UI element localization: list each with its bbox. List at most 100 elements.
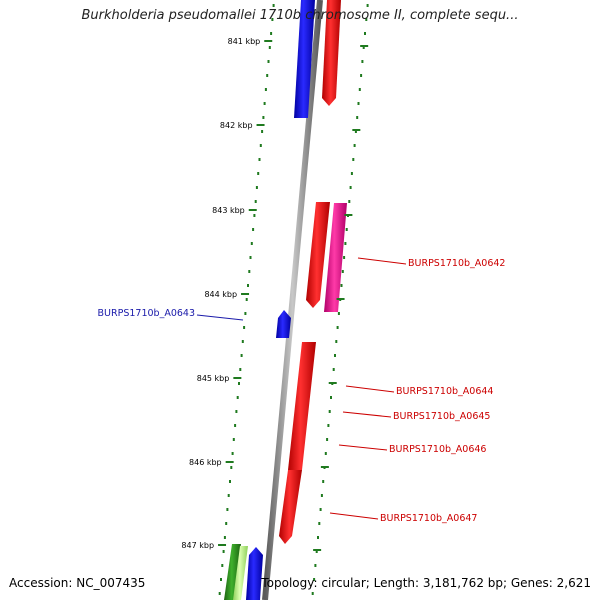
outer-ring-dot — [317, 536, 319, 539]
tick-label: 846 kbp — [189, 458, 222, 467]
inner-ring-dot — [241, 340, 244, 343]
gene-forward-burps1710b-a0642[interactable] — [306, 202, 330, 308]
outer-ring-dot — [348, 200, 351, 203]
inner-ring-dot — [264, 88, 267, 91]
outer-ring-dot — [366, 4, 369, 7]
outer-ring-dot — [327, 424, 330, 427]
gene-forward-top[interactable] — [322, 0, 341, 106]
outer-ring-dot — [352, 158, 355, 161]
inner-ring-dot — [244, 312, 247, 315]
inner-ring-dot — [236, 396, 239, 399]
gene-light-green[interactable] — [233, 546, 248, 600]
outer-ring-dot — [362, 46, 365, 49]
inner-ring-dot — [272, 4, 275, 7]
inner-ring-dot — [229, 480, 231, 483]
inner-ring-dot — [271, 18, 274, 21]
inner-ring-dot — [253, 214, 256, 217]
tick-label: 845 kbp — [197, 374, 230, 383]
gene-green[interactable] — [224, 544, 241, 600]
inner-ring-dot — [234, 424, 237, 427]
gene-pseudo-burps1710b-a0642[interactable] — [324, 203, 347, 312]
outer-ring-dot — [344, 242, 347, 245]
gene-reverse-burps1710b-a0643[interactable] — [276, 310, 291, 338]
outer-ring-dot — [324, 452, 327, 455]
outer-ring-dot — [319, 508, 322, 511]
outer-ring-dot — [311, 592, 314, 595]
inner-ring-dot — [232, 438, 235, 441]
inner-ring-dot — [252, 228, 255, 231]
inner-ring-dot — [235, 410, 238, 413]
inner-ring-dot — [230, 466, 233, 469]
accession-text: Accession: NC_007435 — [9, 576, 146, 590]
inner-ring-dot — [267, 60, 270, 63]
outer-ring-dot — [318, 522, 321, 525]
inner-ring-dot — [250, 242, 253, 245]
gene-label-leader — [357, 257, 407, 265]
outer-ring-dot — [341, 270, 344, 273]
gene-label-burps1710b-a0644[interactable]: BURPS1710b_A0644 — [396, 386, 493, 397]
tick-label: 847 kbp — [181, 541, 214, 550]
inner-ring-dot — [243, 326, 246, 329]
outer-ring-dot — [328, 410, 331, 413]
outer-ring-dot — [361, 60, 364, 63]
tick-label: 844 kbp — [204, 290, 237, 299]
gene-label-burps1710b-a0646[interactable]: BURPS1710b_A0646 — [389, 444, 486, 455]
tick-label: 841 kbp — [228, 37, 261, 46]
inner-ring-dot — [227, 494, 230, 497]
inner-ring-dot — [255, 186, 258, 189]
inner-ring-dot — [225, 522, 228, 525]
outer-ring-dot — [335, 340, 338, 343]
inner-ring-dot — [270, 32, 273, 35]
inner-ring-dot — [266, 74, 269, 77]
tick-label: 843 kbp — [212, 206, 245, 215]
gene-forward-burps1710b-a0644[interactable] — [288, 342, 316, 470]
gene-label-burps1710b-a0643[interactable]: BURPS1710b_A0643 — [98, 308, 195, 319]
inner-dotted-ring — [218, 4, 275, 595]
inner-ring-dot — [263, 102, 266, 105]
outer-ring-dot — [356, 116, 359, 119]
inner-ring-dot — [226, 508, 229, 511]
inner-ring-dot — [268, 46, 271, 49]
outer-ring-dot — [314, 564, 317, 567]
gene-labels: BURPS1710b_A0642 BURPS1710b_A0643 BURPS171… — [98, 257, 505, 524]
outer-ring-dot — [358, 88, 361, 91]
gene-label-burps1710b-a0642[interactable]: BURPS1710b_A0642 — [408, 258, 505, 269]
outer-ring-dot — [326, 438, 329, 441]
outer-ring-dot — [337, 312, 340, 315]
inner-ring-dot — [221, 564, 224, 567]
gene-forward-burps1710b-a0647[interactable] — [279, 470, 302, 544]
inner-ring-dot — [239, 368, 242, 371]
gene-reverse-top[interactable] — [294, 0, 315, 118]
inner-ring-dot — [245, 298, 248, 301]
inner-ring-dot — [218, 592, 221, 595]
outer-ring-dot — [345, 228, 348, 231]
inner-ring-dot — [220, 578, 222, 581]
gene-label-leader — [342, 411, 392, 418]
gene-label-burps1710b-a0647[interactable]: BURPS1710b_A0647 — [380, 513, 477, 524]
outer-ring-dot — [315, 550, 318, 553]
gene-label-burps1710b-a0645[interactable]: BURPS1710b_A0645 — [393, 411, 490, 422]
inner-ring-dot — [240, 354, 243, 357]
inner-ring-dot — [238, 382, 240, 385]
outer-ring-dot — [365, 18, 368, 21]
outer-ring-dot — [336, 326, 339, 329]
inner-ring-dot — [222, 550, 225, 553]
outer-ring-dot — [320, 494, 323, 497]
outer-ring-dot — [353, 144, 356, 147]
inner-ring-dot — [258, 158, 261, 161]
outer-ring-dot — [340, 284, 343, 287]
inner-ring-dot — [261, 130, 264, 133]
inner-ring-dot — [254, 200, 257, 203]
position-ticks: 841 kbp 842 kbp 843 kbp 844 kbp 845 kbp 846 k… — [181, 37, 369, 551]
inner-ring-dot — [223, 536, 226, 539]
inner-ring-dot — [231, 452, 234, 455]
outer-ring-dot — [343, 256, 346, 259]
gene-label-leader — [345, 385, 395, 393]
inner-ring-dot — [249, 256, 252, 259]
gene-reverse-bottom[interactable] — [246, 547, 263, 600]
chromosome-backbone — [262, 0, 323, 600]
topology-info: Topology: circular; Length: 3,181,762 bp… — [261, 576, 591, 590]
tick-label: 842 kbp — [220, 121, 253, 130]
